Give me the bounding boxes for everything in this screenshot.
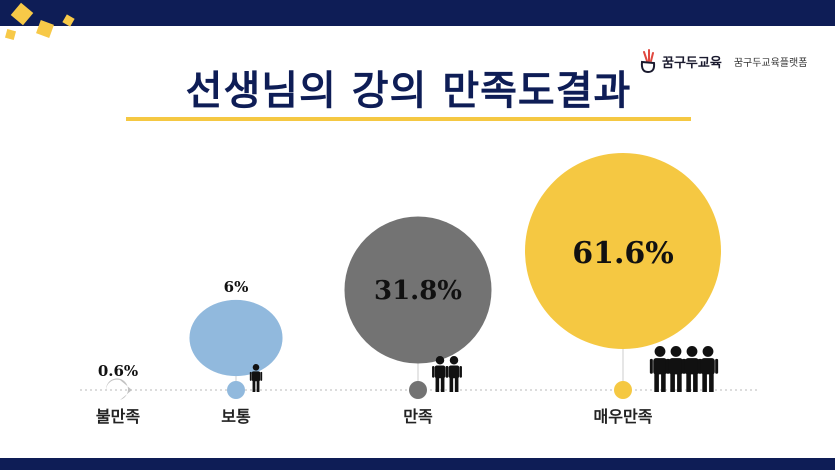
- person-icon-2-0: [432, 356, 448, 392]
- base-dot-1: [227, 381, 245, 399]
- bubble-0: [105, 378, 132, 400]
- data-label-0: 0.6%: [98, 362, 138, 380]
- base-dot-2: [409, 381, 427, 399]
- category-label-2: 만족: [403, 407, 433, 426]
- category-label-3: 매우만족: [594, 407, 653, 426]
- bottom-bar: [0, 458, 835, 470]
- page-title: 선생님의 강의 만족도결과: [185, 68, 632, 114]
- top-bar: [0, 0, 835, 26]
- data-label-1: 6%: [224, 278, 249, 296]
- data-label-2: 31.8%: [374, 276, 462, 306]
- person-icon-2-1: [446, 356, 462, 392]
- bubble-2: [344, 216, 492, 364]
- person-icon-3-3: [697, 346, 719, 392]
- logo: 꿈구두교육 꿈구두교육플랫폼: [638, 44, 807, 78]
- bubble-3: [525, 153, 721, 349]
- title-container: 선생님의 강의 만족도결과: [126, 60, 691, 122]
- data-label-3: 61.6%: [572, 236, 674, 271]
- hand-logo-icon: [638, 48, 658, 74]
- category-label-0: 불만족: [96, 407, 140, 426]
- title-underline: [126, 117, 691, 121]
- logo-brand-text: 꿈구두교육: [662, 55, 722, 71]
- logo-subtitle: 꿈구두교육플랫폼: [733, 57, 808, 69]
- person-icon-1-0: [249, 364, 263, 392]
- bubble-1: [189, 299, 283, 377]
- base-dot-3: [614, 381, 632, 399]
- category-label-1: 보통: [221, 407, 251, 426]
